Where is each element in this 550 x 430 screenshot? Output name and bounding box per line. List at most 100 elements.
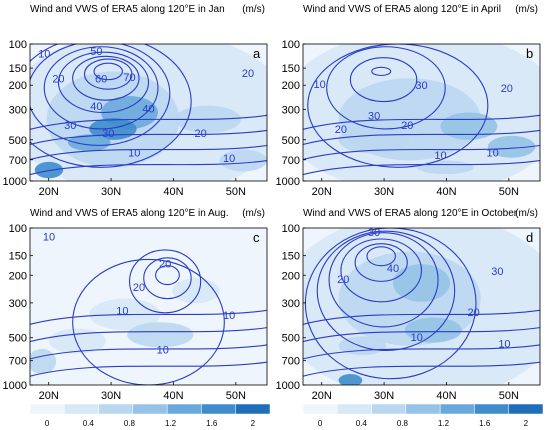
contour-label: 20 <box>335 124 347 136</box>
contour-line <box>371 66 392 77</box>
contour-line <box>143 257 192 300</box>
vws-shading <box>30 228 267 385</box>
panel-title: Wind and VWS of ERA5 along 120°E in Aug. <box>30 208 229 219</box>
contour-label: 40 <box>387 263 399 275</box>
colorbar-swatch <box>29 403 65 415</box>
x-tick-label: 30N <box>101 390 121 402</box>
y-tick-label: 300 <box>282 104 300 116</box>
contour-line <box>30 344 267 360</box>
panel-b: 10 20 30 30 20 20 10 10 100 150 200 300 500 700 1000 20… <box>276 4 541 198</box>
contour-line <box>30 44 171 146</box>
colorbar-swatch <box>235 403 271 415</box>
y-tick-label: 500 <box>9 135 27 147</box>
colorbar-swatch <box>166 403 202 415</box>
colorbar-tick-label: 0.8 <box>397 419 409 428</box>
y-tick-label: 500 <box>9 333 27 345</box>
colorbar: 0 0.4 0.8 1.2 1.6 2 <box>302 403 544 428</box>
shading-patch <box>338 336 386 356</box>
y-tick-label: 1000 <box>3 176 27 188</box>
colorbar-swatch <box>474 403 509 415</box>
y-tick-label: 700 <box>282 356 300 368</box>
y-tick-label: 150 <box>282 63 300 75</box>
shading-patch <box>67 134 111 151</box>
colorbar-swatch <box>508 403 544 415</box>
colorbar-swatch <box>337 403 372 415</box>
colorbar-tick-label: 1.2 <box>438 419 450 428</box>
contour-line <box>326 46 446 130</box>
vws-shading <box>303 228 540 385</box>
wind-contours <box>303 228 540 380</box>
contour-line <box>72 55 140 101</box>
y-tick-label: 100 <box>9 223 27 235</box>
contour-label: 20 <box>401 120 413 132</box>
units-label: (m/s) <box>515 208 538 219</box>
contour-label: 10 <box>43 232 55 244</box>
shading-patch <box>127 322 194 348</box>
shading-patch <box>440 112 498 140</box>
colorbar-tick-label: 1.6 <box>206 419 218 428</box>
wind-contours <box>303 44 540 176</box>
colorbar-swatch <box>201 403 236 415</box>
x-tick-label: 40N <box>163 390 183 402</box>
contour-line <box>307 44 489 168</box>
contour-line <box>72 258 225 385</box>
colorbar-swatch <box>439 403 475 415</box>
y-tick-label: 1000 <box>276 176 300 188</box>
y-tick-label: 100 <box>282 223 300 235</box>
shading-patch <box>404 317 462 343</box>
y-tick-label: 500 <box>282 333 300 345</box>
colorbar-tick-label: 0 <box>318 419 323 428</box>
contour-label: 10 <box>157 345 169 357</box>
contour-label: 50 <box>90 46 102 58</box>
x-tick-label: 30N <box>374 186 394 198</box>
contour-label: 10 <box>313 79 325 91</box>
colorbar-tick-label: 0 <box>45 419 50 428</box>
y-tick-label: 200 <box>9 80 27 92</box>
x-tick-label: 40N <box>436 186 456 198</box>
contour-line <box>303 361 540 377</box>
shading-patch <box>30 348 57 375</box>
contour-label: 10 <box>411 332 423 344</box>
contour-label: 20 <box>159 258 171 270</box>
shading-patch <box>338 126 410 154</box>
units-label: (m/s) <box>242 4 265 15</box>
contour-label: 20 <box>468 307 480 319</box>
contour-line <box>303 144 540 161</box>
contour-label: 20 <box>501 83 513 95</box>
plot-frame <box>29 43 268 182</box>
colorbar-swatch <box>98 403 134 415</box>
x-tick-label: 40N <box>163 186 183 198</box>
contour-line <box>366 246 396 267</box>
colorbar-tick-label: 1.6 <box>479 419 491 428</box>
x-tick-label: 20N <box>312 390 332 402</box>
y-tick-label: 100 <box>282 39 300 51</box>
y-tick-label: 1000 <box>276 380 300 392</box>
contour-line <box>354 243 408 282</box>
y-tick-label: 200 <box>9 270 27 282</box>
wind-contours <box>30 249 267 385</box>
contour-line <box>128 249 202 314</box>
units-label: (m/s) <box>242 208 265 219</box>
colorbar-swatch <box>371 403 407 415</box>
contour-label: 10 <box>116 305 128 317</box>
y-tick-label: 150 <box>282 251 300 263</box>
panel-letter: d <box>526 230 533 245</box>
contour-line <box>83 58 133 90</box>
colorbar-tick-label: 0.4 <box>356 419 368 428</box>
plot-frame <box>29 227 268 386</box>
contour-line <box>30 129 267 145</box>
contour-line <box>316 230 456 352</box>
contour-label: 10 <box>223 310 235 322</box>
panel-c: 10 20 20 10 10 10 100 150 200 300 500 700 1000 20N 30N… <box>3 208 268 402</box>
colorbar: 0 0.4 0.8 1.2 1.6 2 <box>29 403 271 428</box>
panel-d: 30 40 20 30 20 10 10 100 150 200 300 500 700 1000 20N 3… <box>276 208 541 402</box>
plot-frame <box>302 227 541 386</box>
x-tick-label: 50N <box>226 186 246 198</box>
contour-line <box>303 129 540 145</box>
contour-label: 20 <box>133 282 145 294</box>
colorbar-tick-label: 0.4 <box>83 419 95 428</box>
x-tick-label: 50N <box>226 390 246 402</box>
contour-label: 20 <box>242 68 254 80</box>
x-tick-label: 40N <box>436 390 456 402</box>
